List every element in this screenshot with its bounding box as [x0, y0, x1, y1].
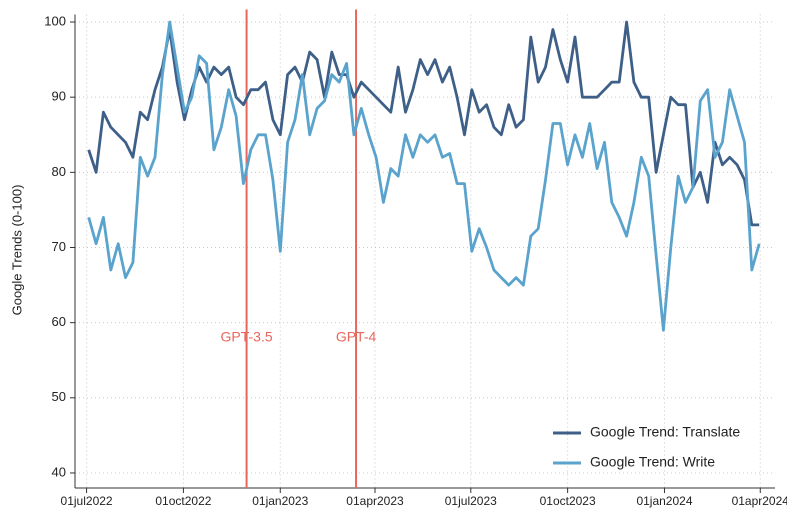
series-line: [87, 20, 760, 227]
x-tick-label: 01jul2023: [445, 494, 497, 508]
event-label: GPT-4: [336, 329, 377, 345]
x-tick-label: 01apr2023: [346, 494, 404, 508]
y-tick-label: 40: [52, 464, 66, 479]
y-tick-label: 50: [52, 389, 66, 404]
series-line: [87, 20, 761, 332]
y-tick-label: 60: [52, 314, 66, 329]
x-tick-label: 01jul2022: [61, 494, 113, 508]
y-axis-title: Google Trends (0-100): [9, 185, 24, 316]
event-label: GPT-3.5: [221, 329, 273, 345]
legend-label: Google Trend: Write: [590, 454, 715, 470]
x-tick-label: 01jan2023: [252, 494, 308, 508]
x-tick-label: 01apr2024: [732, 494, 787, 508]
legend-label: Google Trend: Translate: [590, 424, 740, 440]
y-tick-label: 100: [44, 13, 66, 28]
y-tick-label: 70: [52, 239, 66, 254]
x-tick-label: 01oct2022: [155, 494, 211, 508]
x-tick-label: 01oct2023: [540, 494, 596, 508]
x-tick-label: 01jan2024: [636, 494, 692, 508]
y-tick-label: 90: [52, 89, 66, 104]
y-tick-label: 80: [52, 164, 66, 179]
